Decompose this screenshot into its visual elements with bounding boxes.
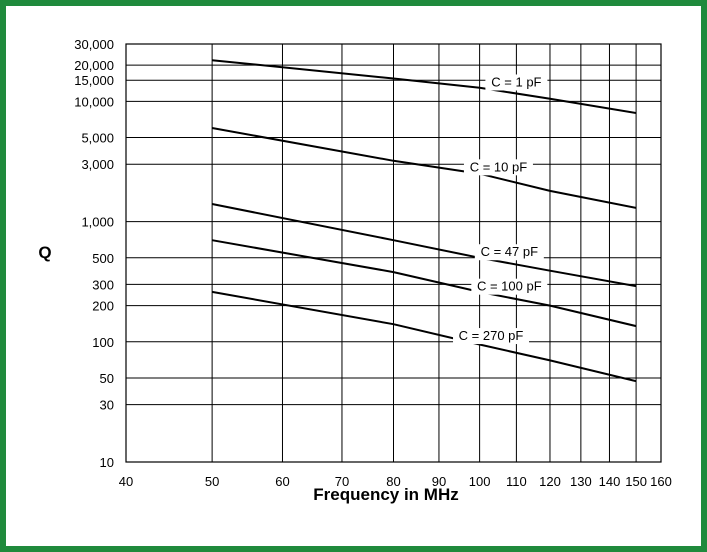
y-tick-label: 200 <box>92 299 114 314</box>
series-lines: C = 1 pF C = 10 pF C = 47 pF C = 100 pF C = … <box>211 59 637 383</box>
series-label-background <box>474 244 544 261</box>
x-tick-label: 140 <box>599 474 621 489</box>
x-axis-label: Frequency in MHz <box>313 485 458 504</box>
x-tick-label: 70 <box>335 474 349 489</box>
x-tick-label: 60 <box>275 474 289 489</box>
y-tick-label: 10,000 <box>74 94 114 109</box>
x-tick-label: 160 <box>650 474 672 489</box>
series-label-background <box>463 159 533 176</box>
series-line <box>211 203 637 288</box>
y-tick-label: 5,000 <box>81 131 114 146</box>
x-tick-label: 90 <box>432 474 446 489</box>
y-tick-label: 500 <box>92 251 114 266</box>
x-tick-label: 40 <box>119 474 133 489</box>
series-line <box>211 239 637 328</box>
x-tick-label: 80 <box>386 474 400 489</box>
x-tick-label: 50 <box>205 474 219 489</box>
x-tick-label: 110 <box>506 474 527 489</box>
q-vs-frequency-chart: C = 1 pF C = 10 pF C = 47 pF C = 100 pF C = … <box>38 37 672 504</box>
y-tick-label: 300 <box>92 277 114 292</box>
x-tick-label: 120 <box>539 474 561 489</box>
series-line <box>211 290 637 383</box>
series-line <box>211 59 637 114</box>
y-tick-label: 1,000 <box>81 215 114 230</box>
plot-border <box>125 43 662 463</box>
grid <box>125 43 662 463</box>
y-tick-label: 100 <box>92 335 114 350</box>
series-label-background <box>485 74 548 91</box>
series-label-background <box>471 278 548 295</box>
y-tick-label: 3,000 <box>81 157 114 172</box>
tick-labels: 40 50 60 70 80 90 100 110 120 130 140 150 160 10 30 50 1… <box>74 37 672 489</box>
series-label: C = 1 pF <box>491 74 541 89</box>
y-tick-label: 30 <box>100 398 114 413</box>
y-tick-label: 10 <box>100 455 114 470</box>
y-tick-label: 15,000 <box>74 73 114 88</box>
x-tick-label: 130 <box>570 474 592 489</box>
x-tick-label: 100 <box>469 474 491 489</box>
y-tick-label: 50 <box>100 371 114 386</box>
y-tick-label: 20,000 <box>74 58 114 73</box>
series-label: C = 100 pF <box>477 279 542 294</box>
series-label: C = 47 pF <box>481 244 539 259</box>
series-line <box>211 127 637 209</box>
y-tick-label: 30,000 <box>74 37 114 52</box>
y-axis-label: Q <box>38 243 51 262</box>
x-tick-label: 150 <box>625 474 647 489</box>
series-label-background <box>453 328 530 345</box>
series-label: C = 10 pF <box>470 159 528 174</box>
series-label: C = 270 pF <box>459 328 524 343</box>
